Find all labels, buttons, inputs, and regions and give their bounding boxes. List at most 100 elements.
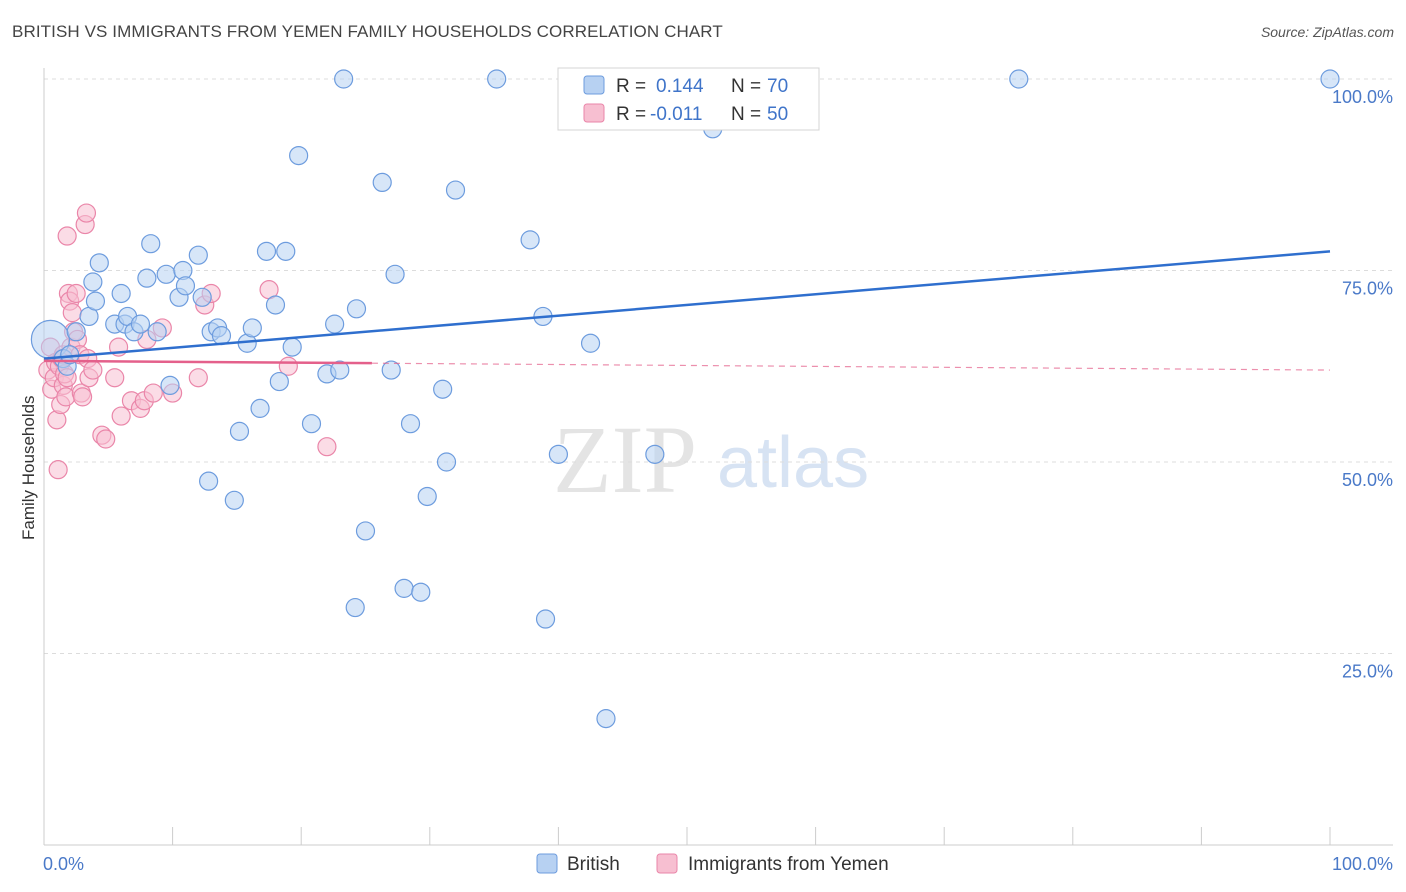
british-point <box>1009 69 1029 89</box>
y-axis-title: Family Households <box>19 395 38 540</box>
british-point <box>1320 69 1340 89</box>
x-tick-label-min: 0.0% <box>43 854 84 874</box>
yemen-point <box>111 406 131 426</box>
yemen-trend-line <box>43 359 372 365</box>
british-point <box>346 299 367 319</box>
bottom-legend-swatch-yemen <box>656 853 678 874</box>
yemen-point <box>83 360 103 380</box>
british-point <box>276 241 296 261</box>
yemen-point <box>76 203 97 223</box>
british-point <box>433 379 453 399</box>
y-tick-labels: 100.0% 75.0% 50.0% 25.0% <box>1332 87 1393 682</box>
british-point <box>289 146 309 166</box>
british-point <box>199 471 219 491</box>
british-point <box>250 398 270 418</box>
british-point <box>394 578 414 598</box>
yemen-point <box>96 429 116 449</box>
british-point <box>411 582 431 602</box>
legend-swatch-yemen <box>583 103 605 123</box>
bottom-legend-yemen: Immigrants from Yemen <box>688 854 889 875</box>
british-point <box>400 414 421 434</box>
british-point <box>487 69 507 89</box>
british-point <box>372 172 392 193</box>
correlation-legend: R = 0.144 N = 70 R = -0.011 N = 50 <box>557 67 820 131</box>
british-point <box>436 452 457 472</box>
legend-n2-label: N = <box>731 104 761 125</box>
yemen-point <box>105 368 125 388</box>
british-point <box>282 337 302 357</box>
british-point <box>535 609 556 629</box>
british-point <box>548 444 569 464</box>
british-point <box>229 421 250 441</box>
british-point <box>141 234 161 254</box>
series-legend: British Immigrants from Yemen <box>536 853 889 875</box>
british-point <box>224 490 244 510</box>
british-point <box>385 264 405 284</box>
yemen-point <box>188 368 208 388</box>
british-point <box>325 314 345 334</box>
british-point <box>445 180 466 200</box>
yemen-point <box>72 387 93 407</box>
british-point <box>160 375 180 395</box>
british-point <box>242 318 262 338</box>
british-point <box>520 230 540 250</box>
yemen-point <box>317 437 337 457</box>
british-point <box>580 333 601 353</box>
legend-n2-value: 50 <box>767 104 788 125</box>
legend-r2-label: R = <box>616 104 646 125</box>
british-point <box>345 597 365 618</box>
legend-r2-value: -0.011 <box>650 104 702 125</box>
british-point <box>66 322 86 342</box>
yemen-point <box>57 226 77 246</box>
british-point <box>645 444 665 464</box>
british-point <box>130 314 151 334</box>
bottom-legend-swatch-british <box>536 853 558 874</box>
watermark-atlas: atlas <box>717 423 869 503</box>
british-point <box>301 414 322 434</box>
british-point <box>211 326 232 346</box>
british-point <box>175 276 196 296</box>
british-trend-line <box>43 250 1331 360</box>
yemen-point <box>48 460 68 480</box>
british-point <box>83 272 103 292</box>
british-point <box>330 360 350 380</box>
source-label: Source: ZipAtlas.com <box>1260 24 1394 40</box>
trend-lines <box>43 250 1331 371</box>
legend-r1-label: R = <box>616 76 646 97</box>
british-point <box>381 360 401 380</box>
british-point <box>265 295 286 315</box>
yemen-point <box>62 303 82 323</box>
x-tick-label-max: 100.0% <box>1332 854 1393 874</box>
yemen-point <box>66 283 86 304</box>
legend-n1-value: 70 <box>767 76 788 97</box>
british-point <box>156 264 176 284</box>
british-points <box>30 69 1340 729</box>
bottom-legend-british: British <box>567 854 620 875</box>
legend-r1-value: 0.144 <box>656 76 704 97</box>
y-tick-label: 75.0% <box>1342 279 1393 299</box>
british-point <box>111 283 131 304</box>
legend-swatch-british <box>583 75 605 95</box>
british-point <box>417 486 437 507</box>
y-tick-label: 100.0% <box>1332 87 1393 107</box>
chart-title: BRITISH VS IMMIGRANTS FROM YEMEN FAMILY … <box>12 22 723 41</box>
y-tick-label: 50.0% <box>1342 470 1393 490</box>
british-point <box>147 322 167 342</box>
british-point <box>256 241 277 261</box>
yemen-point <box>143 383 163 403</box>
british-point <box>85 291 106 311</box>
y-tick-label: 25.0% <box>1342 662 1393 682</box>
british-point <box>89 253 109 273</box>
british-point <box>269 371 289 392</box>
british-point <box>192 287 212 307</box>
british-point <box>334 69 354 89</box>
yemen-trend-extension <box>371 362 1331 371</box>
british-point <box>137 268 157 288</box>
british-point <box>188 245 208 265</box>
legend-n1-label: N = <box>731 76 761 97</box>
watermark-zip: ZIP <box>553 406 697 513</box>
british-point <box>355 521 376 541</box>
british-point <box>596 709 616 729</box>
axes <box>43 68 1393 846</box>
